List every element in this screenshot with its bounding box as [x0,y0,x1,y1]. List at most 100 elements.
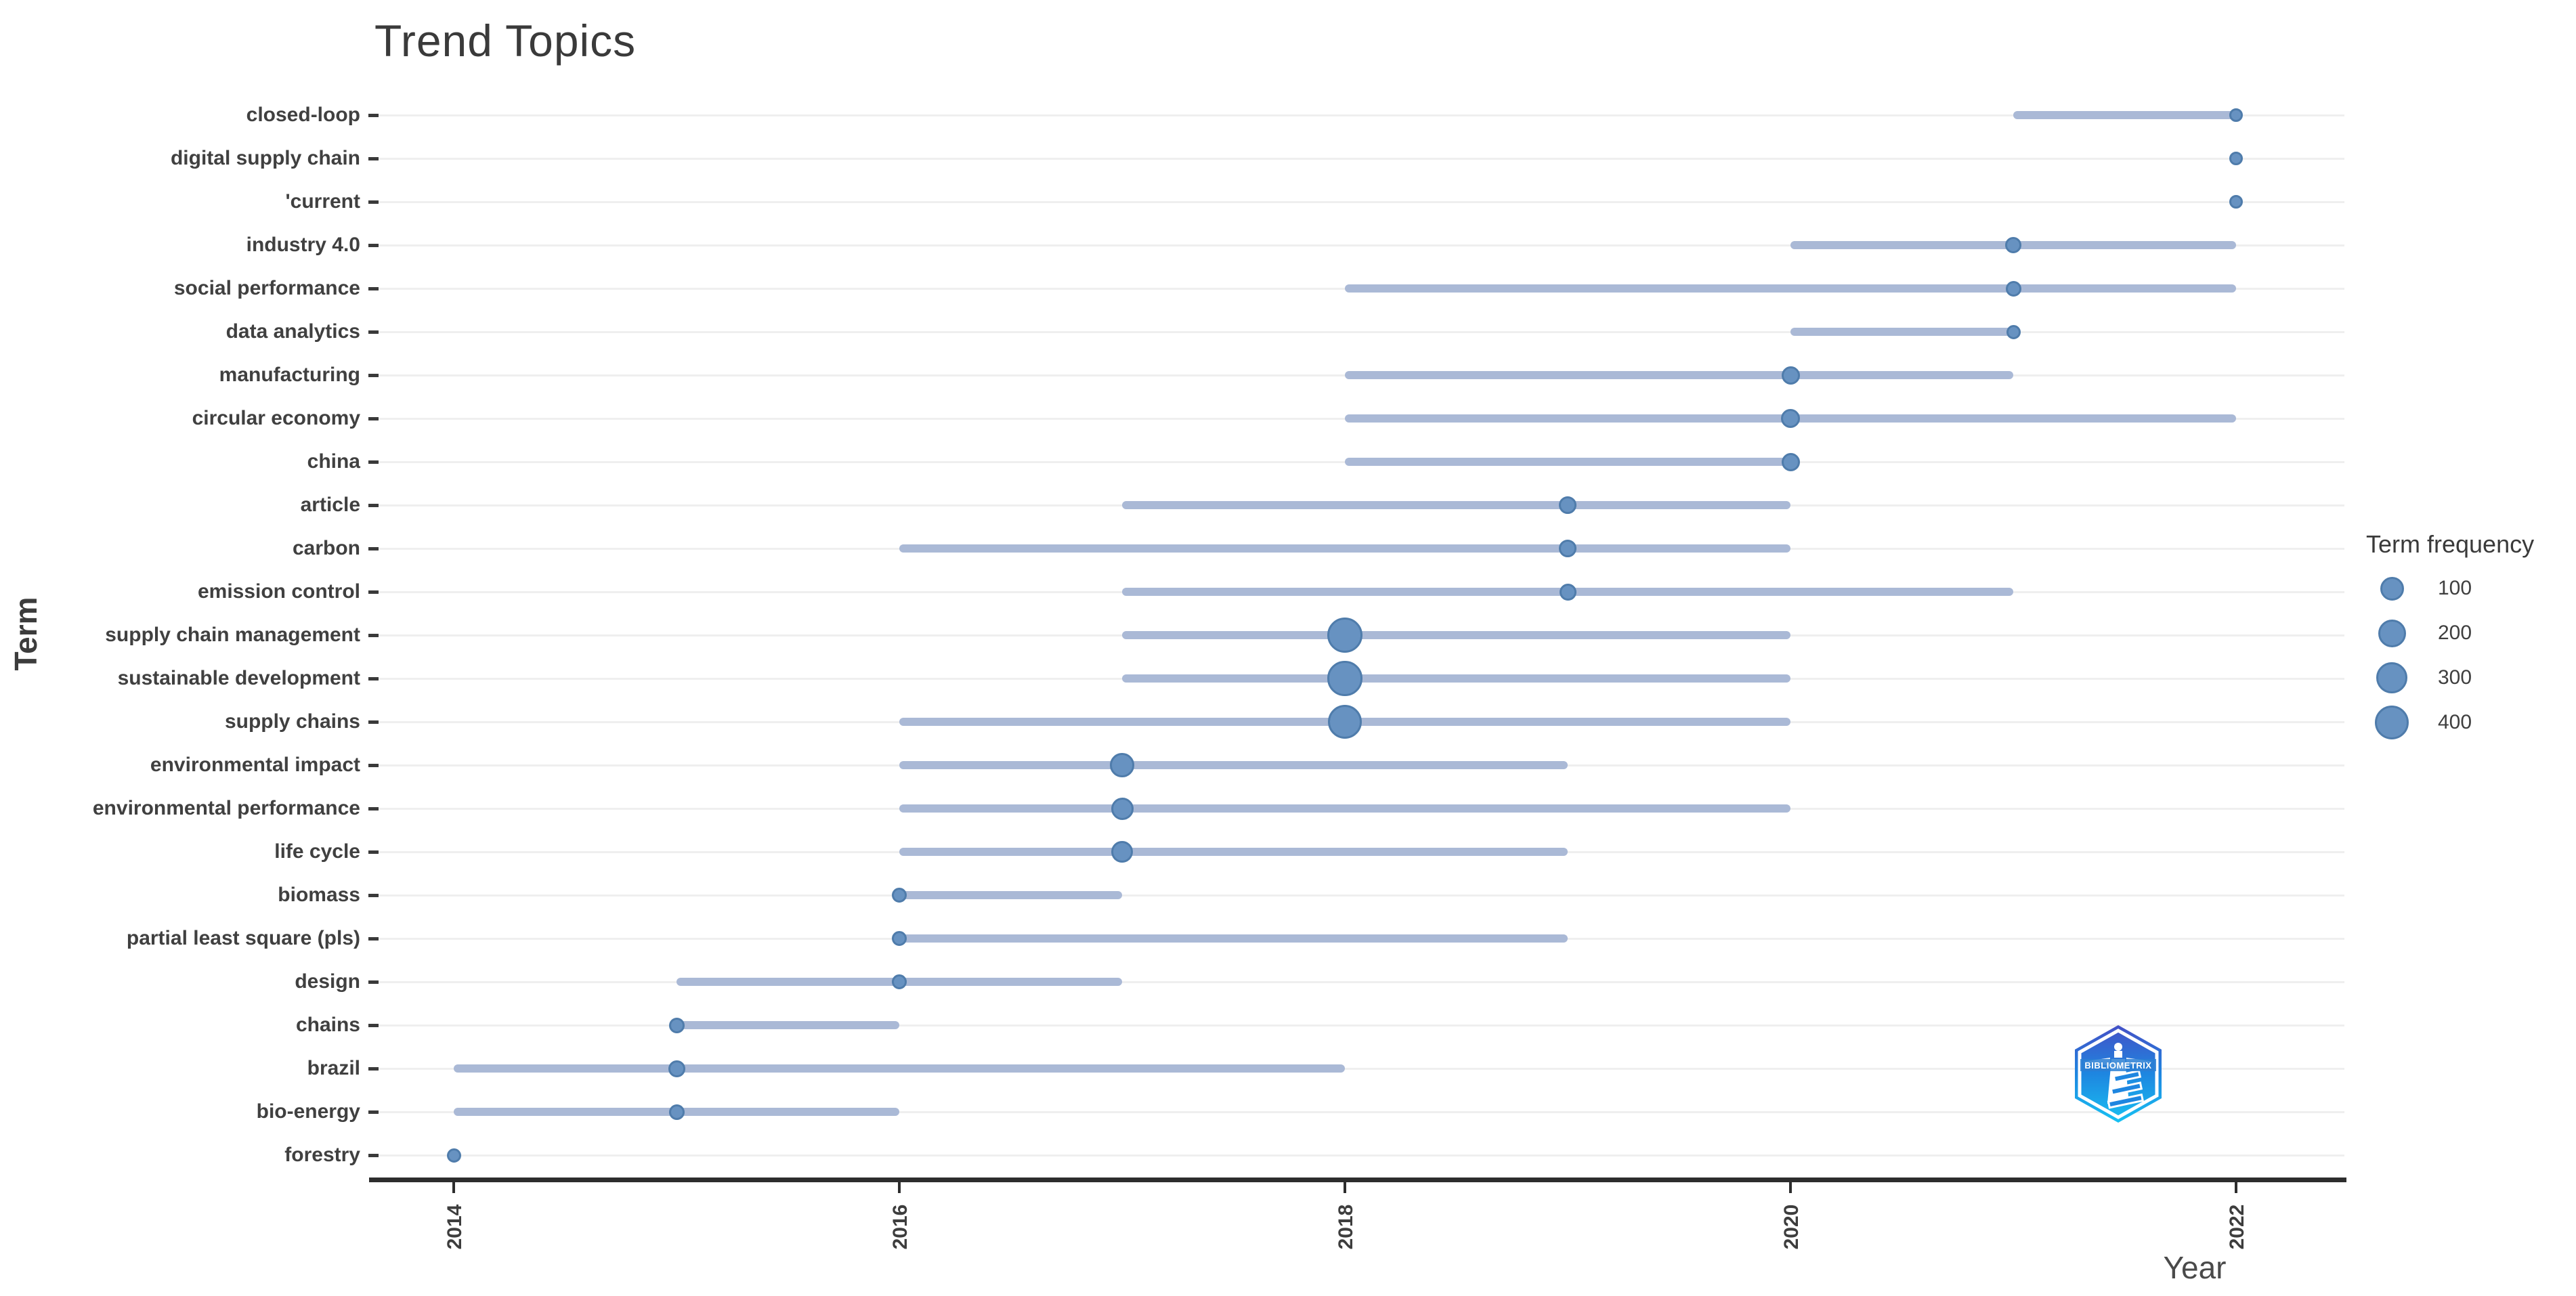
term-frequency-dot [1327,661,1362,696]
term-label: partial least square (pls) [126,927,360,949]
term-label: life cycle [274,840,360,863]
term-label: environmental performance [92,797,360,819]
term-label: sustainable development [117,667,360,689]
year-range-line [899,761,1568,769]
term-label: manufacturing [219,364,360,386]
gridline [369,1154,2344,1157]
y-axis-tick [368,1154,379,1157]
legend-size-dot [2380,576,2404,601]
year-range-line [899,544,1790,553]
logo-text: BIBLIOMETRIX [2084,1060,2151,1071]
year-range-line [454,1064,1345,1073]
legend-size-label: 400 [2438,711,2472,733]
y-axis-tick [368,634,379,637]
year-range-line [899,934,1568,943]
term-label: brazil [307,1057,360,1079]
term-frequency-dot [668,1017,685,1033]
term-frequency-dot [2229,195,2243,209]
term-frequency-dot [1559,540,1576,557]
y-axis-tick [368,677,379,681]
legend-title: Term frequency [2366,530,2535,558]
y-axis-tick [368,287,379,290]
term-frequency-dot [892,974,907,989]
x-axis-tick [1344,1182,1346,1193]
term-label: bio-energy [256,1100,360,1123]
year-range-line [899,891,1122,899]
term-frequency-dot [2005,280,2021,297]
term-label: supply chains [224,710,360,733]
y-axis-tick [368,200,379,204]
gridline [369,894,2344,897]
x-axis-title: Year [2163,1250,2227,1285]
gridline [369,1068,2344,1070]
year-range-line [899,804,1790,813]
term-frequency-dot [892,888,907,903]
year-range-line [899,848,1568,856]
y-axis-tick [368,807,379,811]
term-label: emission control [197,580,360,603]
term-frequency-dot [1111,841,1133,863]
x-tick-label: 2014 [444,1204,466,1250]
y-axis-tick [368,937,379,941]
y-axis-tick [368,504,379,507]
x-axis-tick [898,1182,901,1193]
year-range-line [1345,371,2013,379]
x-axis-tick [1789,1182,1792,1193]
term-label: industry 4.0 [246,234,360,256]
term-label: forestry [284,1144,360,1166]
y-axis-tick [368,330,379,334]
term-label: article [300,494,360,516]
term-label: china [307,450,360,473]
y-axis-tick [368,1024,379,1027]
term-frequency-dot [1781,452,1800,471]
term-frequency-dot [2005,237,2021,253]
gridline [369,331,2344,333]
legend-size-label: 100 [2438,577,2472,599]
y-axis-tick [368,720,379,724]
term-frequency-dot [2229,108,2244,123]
y-axis-tick [368,114,379,117]
term-label: closed-loop [246,104,360,126]
page-title: Trend Topics [374,16,637,66]
y-axis-tick [368,374,379,377]
y-axis-tick [368,157,379,160]
x-axis-line [369,1178,2346,1182]
y-axis-tick [368,1067,379,1071]
y-axis-tick [368,417,379,420]
term-frequency-dot [1559,583,1576,601]
gridline [369,244,2344,246]
year-range-line [1790,328,2013,336]
year-range-line [1122,501,1790,509]
year-range-line [677,1021,899,1029]
year-range-line [2013,111,2236,119]
term-label: supply chain management [105,624,360,646]
x-tick-label: 2016 [889,1204,911,1250]
term-label: circular economy [192,407,360,429]
gridline [369,1024,2344,1027]
term-label: environmental impact [150,754,360,776]
bibliometrix-logo: BIBLIOMETRIX [2075,1025,2162,1123]
gridline [369,1111,2344,1113]
y-axis-tick [368,980,379,984]
y-axis-tick [368,590,379,594]
x-tick-label: 2022 [2226,1204,2248,1250]
y-axis-tick [368,460,379,464]
y-axis-tick [368,1110,379,1114]
gridline [369,114,2344,116]
term-frequency-dot [892,931,907,946]
x-tick-label: 2018 [1335,1204,1357,1250]
term-label: digital supply chain [170,147,360,169]
year-range-line [1345,458,1790,466]
term-label: chains [295,1014,360,1036]
legend-size-dot [2378,619,2406,647]
x-axis-tick [452,1182,455,1193]
term-frequency-dot [1327,704,1362,739]
x-axis-tick [2235,1182,2237,1193]
year-range-line [1122,631,1790,639]
legend-size-label: 200 [2438,622,2472,644]
term-frequency-dot [446,1148,461,1163]
term-frequency-dot [668,1104,685,1120]
term-frequency-dot [2006,324,2021,339]
term-label: carbon [292,537,360,559]
